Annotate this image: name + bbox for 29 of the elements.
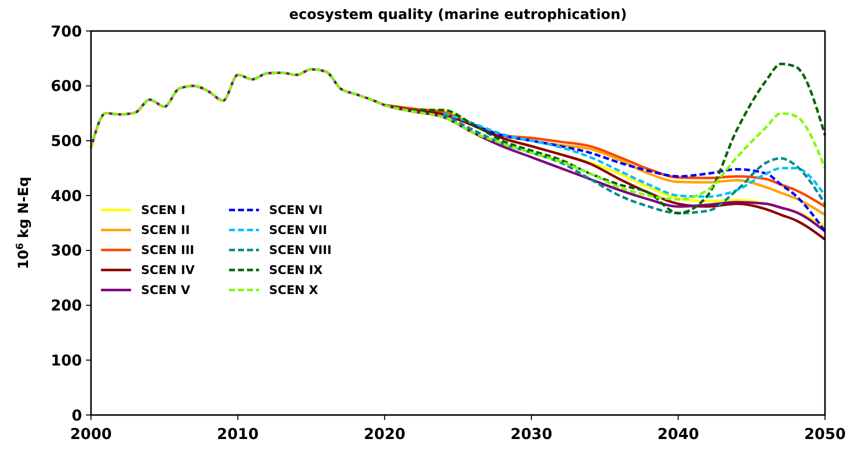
legend-label: SCEN VIII: [269, 243, 332, 258]
line-series: [383, 62, 826, 214]
legend-label: SCEN II: [141, 223, 190, 238]
y-tick-label: 100: [50, 351, 82, 370]
legend-label: SCEN IV: [141, 263, 196, 278]
y-tick-label: 500: [50, 132, 82, 150]
legend-label: SCEN III: [141, 243, 194, 258]
x-tick-label: 2050: [804, 425, 846, 443]
legend-label: SCEN IX: [269, 263, 324, 278]
line-series: [442, 112, 826, 198]
x-tick-label: 2040: [657, 425, 700, 443]
x-tick-label: 2010: [216, 425, 259, 443]
legend-label: SCEN VI: [269, 203, 323, 218]
legend-label: SCEN VII: [269, 223, 328, 238]
x-tick-label: 2030: [510, 425, 552, 443]
y-tick-label: 200: [50, 296, 82, 315]
x-tick-label: 2020: [364, 425, 406, 443]
legend-label: SCEN I: [141, 203, 186, 218]
chart-title: ecosystem quality (marine eutrophication): [289, 7, 627, 23]
legend-label: SCEN V: [141, 283, 191, 298]
line-series: [442, 113, 826, 214]
line-series: [90, 68, 826, 201]
y-tick-label: 0: [72, 406, 82, 424]
y-tick-label: 700: [50, 22, 82, 40]
x-tick-label: 2000: [70, 425, 112, 443]
legend-label: SCEN X: [269, 283, 319, 298]
y-tick-label: 600: [50, 77, 82, 96]
y-tick-label: 400: [50, 186, 82, 205]
y-tick-label: 300: [50, 242, 82, 260]
